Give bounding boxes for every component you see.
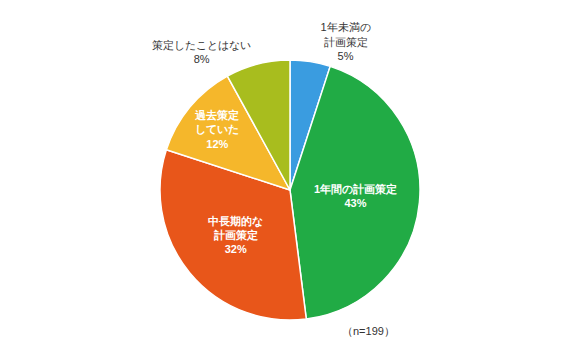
svg-text:1年未満の計画策定5%: 1年未満の計画策定5% [320, 21, 370, 62]
svg-text:1年間の計画策定43%: 1年間の計画策定43% [314, 183, 397, 209]
svg-text:過去策定していた12%: 過去策定していた12% [194, 109, 239, 150]
svg-text:中長期的な計画策定32%: 中長期的な計画策定32% [208, 215, 263, 256]
svg-text:策定したことはない8%: 策定したことはない8% [152, 39, 251, 65]
svg-text:（n=199）: （n=199） [342, 325, 395, 337]
